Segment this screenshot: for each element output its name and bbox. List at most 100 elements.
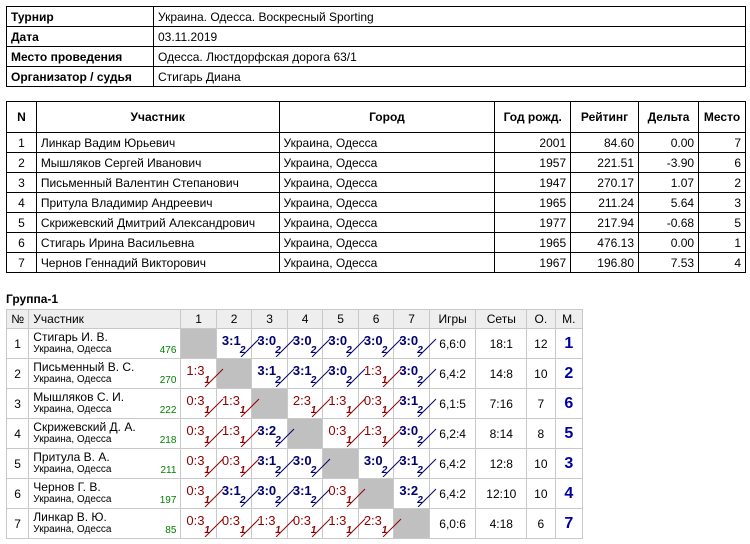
match-points: 2 [310, 345, 317, 356]
match-points: 1 [346, 405, 352, 416]
group-row: 5 Притула В. А. Украина, Одесса 211 0:3 1 0:3 1… [5, 448, 584, 479]
match-result-cell: 3:0 2 [251, 328, 295, 359]
self-match-cell [286, 418, 324, 449]
group-row: 2 Письменный В. С. Украина, Одесса 270 1:3 1 3… [5, 358, 584, 389]
participant-cell: 217.94 [570, 212, 639, 233]
info-row: Организатор / судья Стигарь Диана [6, 66, 746, 87]
group-results-table: № Участник 1 2 3 4 5 6 7 Игры Сеты О. М. 1 Стигарь И.… [5, 309, 584, 539]
points-cell: 10 [526, 478, 556, 509]
match-points: 2 [275, 345, 281, 356]
match-score: 3:0 [292, 333, 312, 348]
games-cell: 6,1:5 [428, 388, 477, 419]
match-points: 2 [346, 345, 352, 356]
place-cell: 4 [554, 478, 584, 509]
player-name: Чернов Г. В. [33, 480, 101, 494]
group-column-header: 3 [251, 309, 288, 329]
player-cell: Письменный В. С. Украина, Одесса 270 [28, 358, 182, 389]
group-column-header: О. [526, 309, 556, 329]
self-match-cell [393, 508, 430, 539]
row-number: 6 [5, 478, 30, 509]
match-score: 3:0 [292, 453, 312, 468]
match-score: 3:2 [399, 483, 419, 498]
points-cell: 8 [526, 418, 556, 449]
match-score: 0:3 [186, 393, 205, 408]
match-points: 2 [381, 465, 388, 476]
match-score: 3:1 [221, 333, 241, 348]
score-divider-icon [240, 398, 260, 417]
match-points: 2 [275, 465, 281, 476]
participant-cell: Чернов Геннадий Викторович [35, 252, 280, 273]
player-city: Украина, Одесса [33, 404, 112, 415]
self-match-cell [180, 328, 217, 359]
sets-cell: 8:14 [475, 418, 528, 449]
match-score: 0:3 [186, 483, 205, 498]
match-result-cell: 0:3 1 [180, 418, 224, 449]
points-cell: 6 [526, 508, 556, 539]
match-score: 0:3 [363, 393, 382, 408]
group-row: 6 Чернов Г. В. Украина, Одесса 197 0:3 1 3:1 2 3… [5, 478, 584, 509]
info-label: Турнир [6, 6, 154, 27]
participant-cell: -3.90 [637, 152, 700, 173]
match-points: 2 [239, 495, 246, 506]
place-cell: 5 [554, 418, 584, 449]
info-value: Одесса. Люстдорфская дорога 63/1 [153, 46, 746, 67]
match-result-cell: 3:0 2 [357, 328, 402, 359]
score-divider-icon [417, 338, 437, 357]
place-cell: 1 [554, 328, 584, 359]
player-city: Украина, Одесса [33, 344, 112, 355]
player-city: Украина, Одесса [33, 494, 112, 505]
match-points: 2 [417, 435, 423, 446]
match-points: 1 [204, 405, 210, 416]
score-divider-icon [417, 488, 437, 507]
match-score: 3:1 [257, 363, 277, 378]
match-score: 3:0 [363, 333, 383, 348]
player-rating: 211 [160, 465, 177, 476]
score-divider-icon [417, 368, 437, 387]
match-points: 1 [204, 525, 210, 536]
score-divider-icon [205, 368, 224, 387]
participant-cell: Притула Владимир Андреевич [35, 192, 280, 213]
match-points: 1 [239, 405, 246, 416]
participant-cell: 1.07 [637, 172, 700, 193]
participant-cell: Скрижевский Дмитрий Александрович [35, 212, 280, 233]
participant-cell: 6 [698, 152, 746, 173]
player-name: Стигарь И. В. [33, 330, 108, 344]
place-cell: 6 [554, 388, 584, 419]
score-divider-icon [417, 428, 437, 447]
column-header: Участник [35, 101, 280, 133]
participant-cell: Украина, Одесса [278, 152, 496, 173]
match-points: 1 [381, 405, 388, 416]
match-result-cell: 0:3 1 [286, 508, 331, 539]
column-header: Год рожд. [494, 101, 572, 133]
match-score: 3:2 [257, 423, 277, 438]
info-row: Турнир Украина. Одесса. Воскресный Sporti… [6, 6, 746, 27]
row-number: 3 [5, 388, 30, 419]
info-label: Организатор / судья [6, 66, 154, 87]
group-column-header: 4 [286, 309, 324, 329]
participant-cell: 5 [698, 212, 746, 233]
place-cell: 7 [554, 508, 584, 539]
participant-cell: Украина, Одесса [278, 172, 496, 193]
match-result-cell: 1:3 1 [357, 418, 402, 449]
column-header: Рейтинг [570, 101, 639, 133]
participant-cell: Украина, Одесса [278, 232, 496, 253]
match-result-cell: 1:3 1 [215, 418, 260, 449]
player-name: Мышляков С. И. [33, 390, 125, 404]
column-header: Место [698, 101, 746, 133]
participant-cell: 1 [6, 132, 37, 153]
participant-cell: 4 [698, 252, 746, 273]
match-result-cell: 1:3 1 [357, 358, 402, 389]
match-score: 2:3 [363, 513, 382, 528]
row-number: 2 [5, 358, 30, 389]
participant-cell: 5 [6, 212, 37, 233]
match-score: 3:1 [292, 363, 312, 378]
info-value: 03.11.2019 [153, 26, 746, 47]
row-number: 7 [5, 508, 30, 539]
participant-cell: 211.24 [570, 192, 639, 213]
match-score: 0:3 [292, 513, 311, 528]
player-cell: Притула В. А. Украина, Одесса 211 [28, 448, 182, 479]
tournament-info-table: Турнир Украина. Одесса. Воскресный Sporti… [6, 6, 746, 87]
score-divider-icon [417, 458, 437, 477]
match-result-cell: 3:2 2 [393, 478, 437, 509]
match-score: 3:0 [257, 483, 277, 498]
